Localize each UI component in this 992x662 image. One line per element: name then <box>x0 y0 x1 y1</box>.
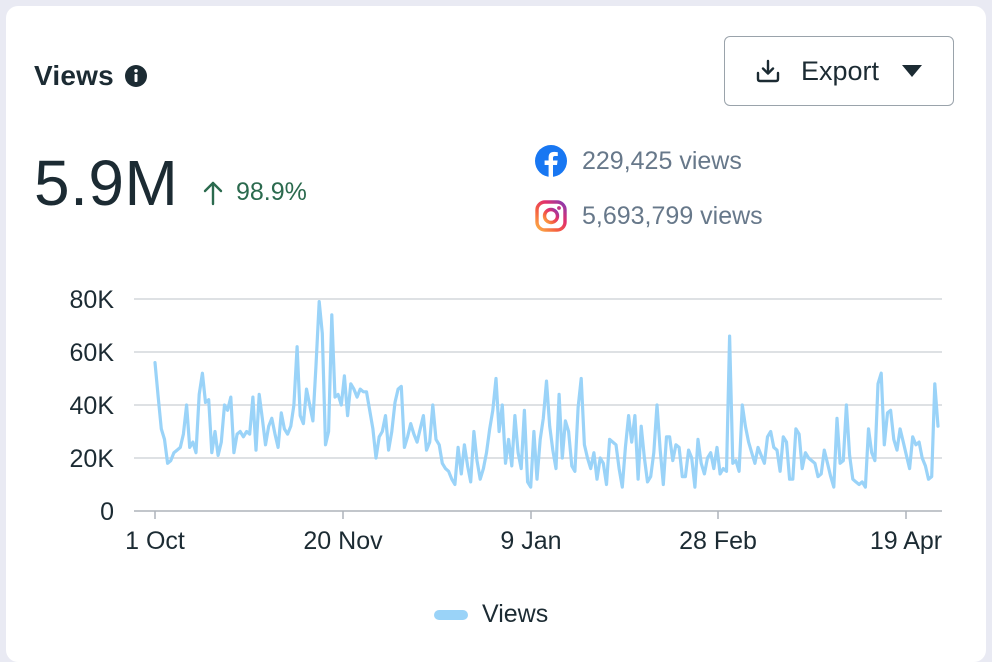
x-tick-label: 28 Feb <box>679 527 757 555</box>
title-row: Views <box>34 60 148 92</box>
export-button[interactable]: Export <box>724 36 954 106</box>
chart-legend: Views <box>434 600 548 629</box>
chevron-down-icon <box>901 64 923 78</box>
total-views: 5.9M <box>34 147 179 219</box>
info-icon[interactable] <box>124 64 148 88</box>
x-tick-label: 20 Nov <box>303 527 383 555</box>
card-title: Views <box>34 60 114 91</box>
views-card: Views Export 5.9M <box>6 6 986 662</box>
arrow-up-icon <box>202 180 224 206</box>
y-tick-label: 80K <box>70 286 115 314</box>
facebook-views: 229,425 views <box>534 144 742 178</box>
download-icon <box>755 58 781 84</box>
y-tick-label: 40K <box>70 392 115 420</box>
legend-swatch <box>434 609 468 620</box>
y-tick-label: 20K <box>70 445 115 473</box>
y-tick-label: 60K <box>70 339 115 367</box>
x-tick-label: 1 Oct <box>125 527 185 555</box>
export-label: Export <box>800 55 880 86</box>
legend-label: Views <box>482 600 549 628</box>
series-line-views[interactable] <box>153 300 940 489</box>
facebook-icon <box>534 144 568 178</box>
x-tick-label: 19 Apr <box>870 527 942 555</box>
change-value: 98.9% <box>236 178 307 206</box>
change-indicator: 98.9% <box>202 178 307 207</box>
instagram-icon <box>534 199 568 233</box>
instagram-views: 5,693,799 views <box>534 199 763 233</box>
facebook-views-text: 229,425 views <box>582 146 742 175</box>
instagram-views-text: 5,693,799 views <box>582 201 763 230</box>
y-tick-label: 0 <box>100 498 114 526</box>
x-tick-label: 9 Jan <box>500 527 561 555</box>
views-line-chart: 80K 60K 40K 20K 0 1 Oct 20 Nov 9 Jan 28 Feb 19 Ap… <box>70 286 943 555</box>
